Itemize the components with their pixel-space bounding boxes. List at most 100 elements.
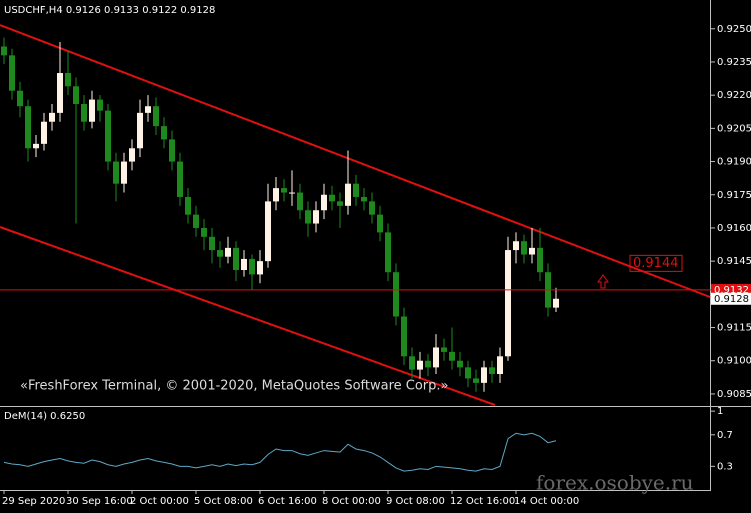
candle-body bbox=[433, 347, 439, 368]
candle-body bbox=[441, 347, 447, 352]
x-tick-label: 2 Oct 00:00 bbox=[130, 496, 189, 507]
candle-body bbox=[113, 161, 119, 184]
candle-body bbox=[25, 106, 31, 149]
candle-body bbox=[249, 258, 255, 275]
x-tick-label: 29 Sep 2020 bbox=[2, 496, 65, 507]
candle-body bbox=[289, 192, 295, 194]
x-tick-label: 9 Oct 08:00 bbox=[386, 496, 445, 507]
candle-body bbox=[241, 258, 247, 270]
candle-body bbox=[17, 90, 23, 107]
candle-body bbox=[409, 356, 415, 370]
copyright-watermark: «FreshForex Terminal, © 2001-2020, MetaQ… bbox=[20, 379, 449, 394]
bid-label-box bbox=[711, 292, 751, 305]
candle-body bbox=[121, 161, 127, 184]
y-tick-label: 0.9100 bbox=[717, 356, 751, 367]
candle-body bbox=[57, 73, 63, 113]
x-tick-label: 14 Oct 00:00 bbox=[514, 496, 579, 507]
chart-title: USDCHF,H4 0.9126 0.9133 0.9122 0.9128 bbox=[4, 5, 215, 16]
candle-body bbox=[105, 110, 111, 162]
candle-body bbox=[129, 148, 135, 162]
candle-body bbox=[265, 201, 271, 262]
candle-body bbox=[481, 367, 487, 383]
alert-arrow-icon bbox=[597, 274, 609, 289]
candle-body bbox=[97, 99, 103, 111]
indicator-line bbox=[3, 432, 557, 472]
candle-body bbox=[169, 139, 175, 162]
y-tick-label: 1 bbox=[717, 406, 723, 417]
candle-body bbox=[217, 250, 223, 257]
candle-body bbox=[273, 188, 279, 202]
candle-body bbox=[313, 210, 319, 224]
x-tick-label: 5 Oct 08:00 bbox=[194, 496, 253, 507]
candle-body bbox=[41, 121, 47, 144]
candle-body bbox=[345, 183, 351, 206]
x-tick-label: 12 Oct 16:00 bbox=[450, 496, 515, 507]
y-tick-label: 0.9235 bbox=[717, 57, 751, 68]
channel-upper-line bbox=[0, 24, 711, 298]
indicator-title: DeM(14) 0.6250 bbox=[4, 411, 85, 422]
candle-body bbox=[49, 112, 55, 122]
candle-body bbox=[281, 188, 287, 193]
candle-body bbox=[521, 241, 527, 255]
candle-body bbox=[161, 126, 167, 140]
candle-body bbox=[401, 316, 407, 357]
candle-body bbox=[185, 196, 191, 215]
candle-body bbox=[233, 247, 239, 270]
candle-body bbox=[73, 86, 79, 105]
candle-body bbox=[417, 360, 423, 370]
candle-body bbox=[529, 247, 535, 255]
candle-body bbox=[497, 356, 503, 375]
candle-body bbox=[225, 247, 231, 257]
alert-label-box bbox=[629, 254, 683, 272]
y-tick-label: 0.9160 bbox=[717, 223, 751, 234]
candle-body bbox=[385, 232, 391, 273]
y-tick-label: 0.7 bbox=[717, 430, 733, 441]
candle-body bbox=[353, 183, 359, 197]
y-tick-label: 0.9085 bbox=[717, 389, 751, 400]
candle-body bbox=[505, 250, 511, 357]
alert-label: 0.9144 bbox=[633, 256, 679, 271]
candle-body bbox=[449, 351, 455, 361]
candle-body bbox=[65, 73, 71, 87]
candle-body bbox=[337, 201, 343, 206]
candle-body bbox=[9, 55, 15, 91]
candle-body bbox=[457, 360, 463, 368]
candle-body bbox=[489, 367, 495, 375]
x-tick-label: 6 Oct 16:00 bbox=[258, 496, 317, 507]
candle-body bbox=[321, 194, 327, 211]
y-tick-label: 0.9250 bbox=[717, 24, 751, 35]
candle-body bbox=[361, 196, 367, 202]
candle-body bbox=[209, 236, 215, 251]
candle-body bbox=[177, 161, 183, 197]
candle-body bbox=[329, 194, 335, 202]
candle-body bbox=[425, 360, 431, 368]
candle-body bbox=[193, 214, 199, 228]
x-tick-label: 30 Sep 16:00 bbox=[66, 496, 133, 507]
candle-body bbox=[393, 272, 399, 317]
x-tick-label: 8 Oct 00:00 bbox=[322, 496, 381, 507]
y-tick-label: 0.9115 bbox=[717, 323, 751, 334]
candle-body bbox=[369, 201, 375, 215]
y-tick-label: 0.9220 bbox=[717, 90, 751, 101]
candle-body bbox=[537, 247, 543, 273]
y-tick-label: 0.9175 bbox=[717, 190, 751, 201]
candle-body bbox=[257, 261, 263, 275]
candle-body bbox=[153, 106, 159, 127]
candle-body bbox=[81, 104, 87, 122]
candle-body bbox=[377, 214, 383, 233]
candle-body bbox=[201, 227, 207, 237]
site-watermark: forex.osobye.ru bbox=[536, 471, 694, 495]
bid-label: 0.9128 bbox=[714, 294, 749, 305]
candle-body bbox=[89, 99, 95, 122]
candle-body bbox=[473, 378, 479, 383]
candle-body bbox=[297, 192, 303, 211]
candle-body bbox=[553, 298, 559, 308]
candle-body bbox=[465, 367, 471, 379]
y-tick-label: 0.9190 bbox=[717, 157, 751, 168]
y-tick-label: 0.9145 bbox=[717, 256, 751, 267]
candle-body bbox=[145, 106, 151, 113]
candle-body bbox=[33, 143, 39, 149]
